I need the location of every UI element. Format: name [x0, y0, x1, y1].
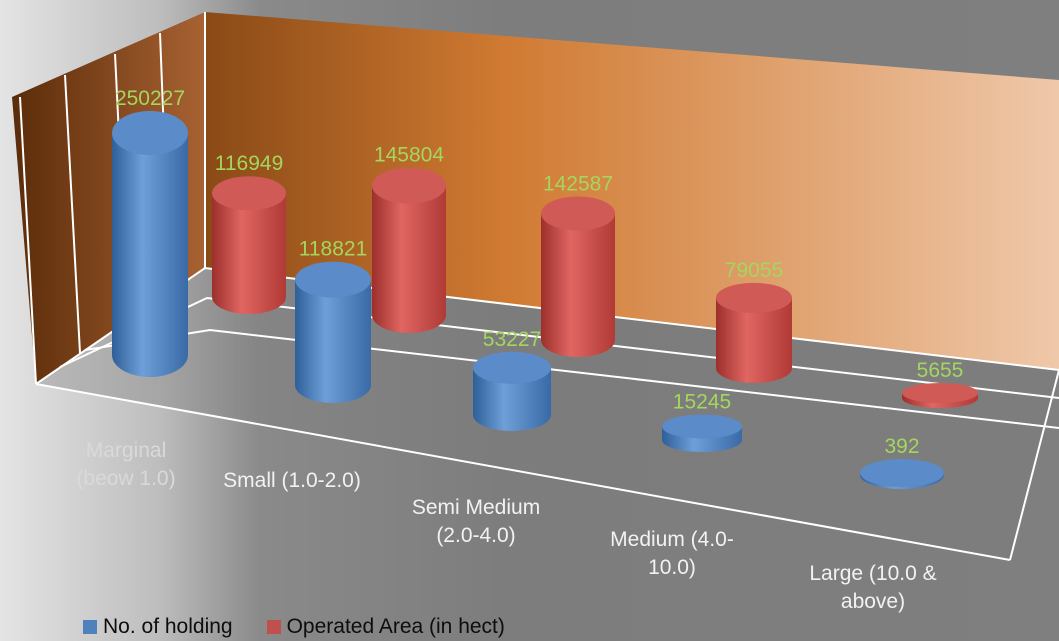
bar-holding-2 — [295, 261, 371, 403]
category-label-3: Semi Medium (2.0-4.0) — [412, 496, 540, 547]
legend-swatch-holding — [83, 620, 97, 634]
legend: No. of holding Operated Area (in hect) — [83, 613, 505, 641]
data-labels: 116949 250227 145804 118821 142587 53227 79055… — [115, 87, 963, 458]
legend-item-area: Operated Area (in hect) — [266, 615, 505, 639]
category-label-line: Semi Medium — [412, 496, 540, 519]
bar-top — [541, 196, 615, 231]
data-label-area-5: 5655 — [917, 359, 964, 382]
bar-area-5 — [902, 382, 978, 408]
category-label-line: (2.0-4.0) — [436, 524, 515, 547]
data-label-holding-1: 250227 — [115, 87, 185, 110]
bar-body — [372, 185, 446, 333]
bar-top — [295, 261, 371, 298]
bar-top — [902, 382, 978, 403]
legend-label-holding: No. of holding — [103, 615, 233, 638]
bar-top — [662, 414, 742, 439]
data-label-area-2: 145804 — [374, 144, 444, 167]
bar-holding-5 — [860, 459, 944, 489]
bar-top — [372, 167, 446, 204]
bar-body — [212, 193, 286, 314]
category-label-line: Medium (4.0- — [610, 528, 734, 551]
legend-item-holding: No. of holding — [83, 615, 233, 639]
category-label-line: Marginal — [86, 439, 167, 462]
data-label-holding-5: 392 — [884, 435, 919, 458]
category-label-2: Small (1.0-2.0) — [223, 469, 361, 492]
bar-body — [716, 297, 792, 383]
data-label-area-4: 79055 — [725, 259, 783, 282]
category-label-line: (beow 1.0) — [76, 467, 175, 490]
bar-top — [112, 111, 188, 155]
bar-holding-1 — [112, 111, 188, 377]
bar-body — [112, 133, 188, 377]
bar-holding-4 — [662, 414, 742, 452]
bar-body — [541, 213, 615, 357]
data-label-holding-3: 53227 — [483, 328, 541, 351]
category-label-line: Small (1.0-2.0) — [223, 469, 361, 492]
category-label-4: Medium (4.0- 10.0) — [610, 528, 734, 579]
data-label-area-3: 142587 — [543, 172, 613, 195]
legend-swatch-area — [266, 620, 281, 634]
bar-area-4 — [716, 282, 792, 383]
data-label-holding-4: 15245 — [673, 390, 731, 413]
bar-area-1 — [212, 176, 286, 314]
category-label-line: above) — [841, 590, 905, 613]
data-label-holding-2: 118821 — [299, 238, 368, 261]
category-label-line: 10.0) — [648, 556, 696, 579]
bar-body — [295, 279, 371, 403]
category-axis-labels: Marginal (beow 1.0) Small (1.0-2.0) Semi Me… — [76, 439, 936, 613]
category-label-line: Large (10.0 & — [809, 562, 936, 585]
data-label-area-1: 116949 — [215, 152, 284, 175]
category-label-5: Large (10.0 & above) — [809, 562, 936, 613]
bar-top — [473, 351, 551, 384]
bar-top — [860, 459, 944, 487]
bar-holding-3 — [473, 351, 551, 431]
bar-top — [716, 282, 792, 313]
category-label-1: Marginal (beow 1.0) — [76, 439, 175, 490]
bars — [112, 111, 978, 489]
legend-label-area: Operated Area (in hect) — [286, 615, 505, 638]
bar-top — [212, 176, 286, 211]
bar-area-2 — [372, 167, 446, 333]
bar-body — [473, 367, 551, 431]
bar-area-3 — [541, 196, 615, 357]
